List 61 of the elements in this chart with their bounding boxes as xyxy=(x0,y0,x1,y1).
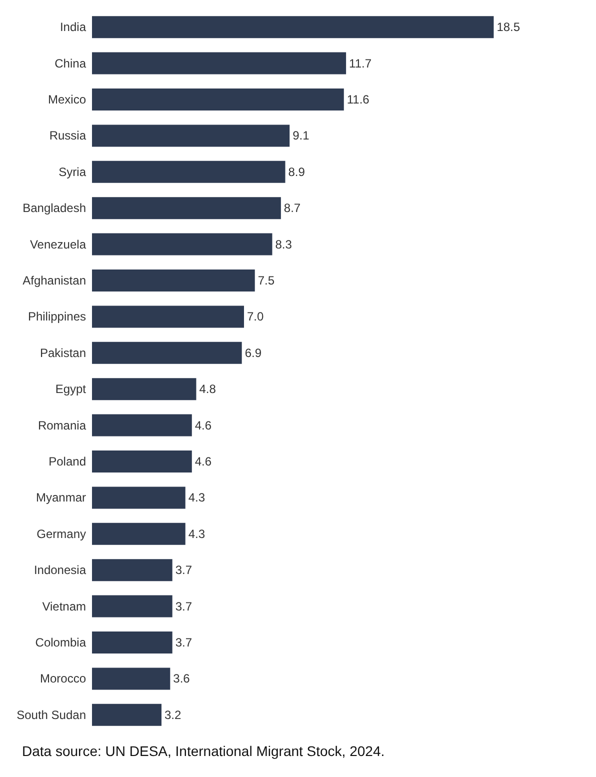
data-label: 11.6 xyxy=(346,92,370,106)
data-label: 7.0 xyxy=(247,310,264,324)
data-label: 8.9 xyxy=(288,164,306,179)
data-label: 7.5 xyxy=(258,274,275,288)
data-label: 4.8 xyxy=(199,382,216,396)
bar xyxy=(92,450,192,472)
bar xyxy=(92,668,170,690)
bar xyxy=(92,486,186,509)
y-tick-label: Russia xyxy=(49,128,86,143)
bar xyxy=(92,270,255,292)
y-tick-label: Pakistan xyxy=(40,346,86,360)
y-tick-label: Afghanistan xyxy=(22,274,86,288)
bar xyxy=(92,632,172,654)
data-label: 11.7 xyxy=(349,56,372,70)
bar xyxy=(92,197,281,220)
y-tick-label: Syria xyxy=(58,164,86,179)
data-label: 4.3 xyxy=(188,490,206,505)
bar xyxy=(92,522,186,545)
y-tick-label: Morocco xyxy=(40,672,86,686)
y-tick-label: Egypt xyxy=(55,382,87,396)
data-label: 4.3 xyxy=(188,526,206,541)
y-tick-label: Romania xyxy=(38,418,86,432)
data-label: 3.7 xyxy=(175,563,192,578)
y-tick-label: Myanmar xyxy=(36,490,86,505)
bar xyxy=(92,595,172,618)
data-label: 8.7 xyxy=(284,201,301,216)
y-tick-label: Colombia xyxy=(35,636,86,650)
y-tick-label: India xyxy=(60,20,86,34)
data-label: 3.7 xyxy=(175,636,192,650)
bar xyxy=(92,233,272,256)
y-tick-label: Venezuela xyxy=(30,237,86,252)
bar xyxy=(92,342,242,364)
bar xyxy=(92,52,346,74)
bar xyxy=(92,88,344,110)
data-label: 6.9 xyxy=(244,346,262,360)
y-tick-label: South Sudan xyxy=(16,708,86,722)
y-tick-label: Poland xyxy=(48,454,86,468)
data-label: 4.6 xyxy=(194,418,212,432)
bar xyxy=(92,378,196,400)
data-label: 3.7 xyxy=(175,599,192,614)
y-tick-label: Mexico xyxy=(48,92,86,106)
data-label: 3.2 xyxy=(164,708,182,722)
bar xyxy=(92,414,192,436)
data-label: 3.6 xyxy=(173,672,190,686)
data-label: 9.1 xyxy=(292,128,310,143)
data-label: 8.3 xyxy=(275,237,292,252)
source-note: Data source: UN DESA, International Migrant Stock, 2024. xyxy=(22,743,386,759)
y-tick-label: China xyxy=(54,56,86,70)
data-label: 18.5 xyxy=(496,20,520,34)
bar xyxy=(92,160,286,183)
bar xyxy=(92,559,172,582)
y-tick-label: Philippines xyxy=(28,310,86,324)
bar xyxy=(92,306,244,328)
y-tick-label: Vietnam xyxy=(42,599,86,614)
bar xyxy=(92,704,162,726)
y-tick-label: Indonesia xyxy=(34,563,86,578)
bar xyxy=(92,16,494,38)
data-label: 4.6 xyxy=(194,454,212,468)
y-tick-label: Germany xyxy=(36,526,86,541)
y-tick-label: Bangladesh xyxy=(22,201,86,216)
bar xyxy=(92,124,290,147)
